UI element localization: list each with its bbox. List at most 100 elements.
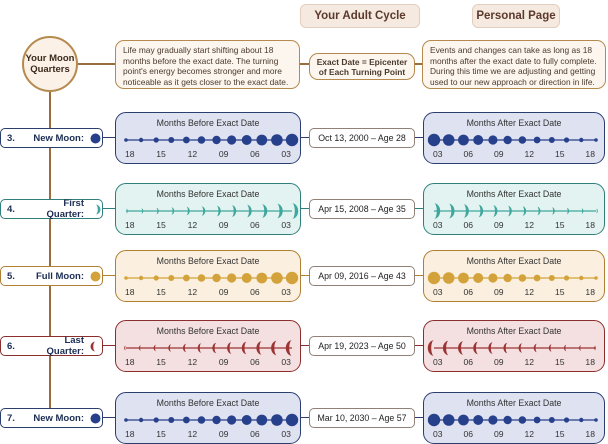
moon-marker: [458, 272, 469, 284]
exact-date-box: Mar 10, 2030 – Age 57: [309, 408, 415, 428]
moon-marker: [212, 273, 221, 283]
moon-marker: [548, 137, 555, 143]
tick-label: 15: [156, 149, 166, 159]
moon-marker: [548, 344, 552, 352]
moon-marker: [473, 135, 484, 145]
moon-marker: [227, 135, 237, 145]
quarter-name: New Moon:: [33, 412, 84, 424]
moon-marker: [458, 341, 464, 355]
months-before-panel: Months Before Exact Date 18 15 12 09 06 03: [115, 183, 301, 235]
first-quarter-moon-icon: [88, 204, 102, 215]
tick-label: 09: [218, 429, 229, 439]
moon-marker: [256, 134, 268, 146]
moon-marker: [212, 135, 221, 145]
moon-marker: [503, 415, 512, 425]
tick-label: 18: [125, 220, 135, 230]
moon-marker: [551, 207, 555, 215]
moon-marker: [241, 135, 252, 145]
moon-marker: [246, 204, 252, 218]
moon-marker: [594, 418, 598, 422]
moon-marker: [548, 417, 555, 423]
moon-marker: [285, 271, 299, 285]
moon-marker: [507, 205, 512, 217]
tick-label: 12: [187, 287, 198, 297]
panel-title: Months Before Exact Date: [156, 398, 260, 408]
moon-marker: [285, 340, 292, 356]
months-after-panel: Months After Exact Date 03 06 09 12 15 18: [423, 392, 605, 444]
moon-marker: [473, 341, 479, 355]
tick-label: 09: [493, 357, 504, 367]
moon-marker: [138, 345, 142, 351]
moon-marker: [138, 417, 144, 423]
tick-label: 03: [433, 429, 443, 439]
moon-marker: [256, 272, 268, 284]
months-before-panel: Months Before Exact Date 18 15 12 09 06 03: [115, 392, 301, 444]
moon-marker: [522, 206, 527, 216]
tick-label: 03: [433, 357, 443, 367]
months-after-panel: Months After Exact Date 03 06 09 12 15 18: [423, 112, 605, 164]
moon-marker: [427, 133, 441, 147]
moon-marker: [473, 273, 484, 283]
months-after-panel: Months After Exact Date 03 06 09 12 15 18: [423, 183, 605, 235]
moon-marker: [442, 414, 455, 426]
months-before-panel: Months Before Exact Date 18 15 12 09 06 03: [115, 112, 301, 164]
tab-personal-page[interactable]: Personal Page: [472, 4, 560, 28]
moon-marker: [285, 413, 299, 427]
moon-marker: [488, 415, 498, 425]
epicenter-note: Exact Date = Epicenter of Each Turning P…: [309, 53, 415, 80]
month-ticks: 03 06 09 12 15 18: [424, 357, 604, 367]
moon-marker: [503, 135, 512, 145]
moon-marker: [256, 414, 268, 426]
tick-label: 18: [585, 287, 595, 297]
months-after-panel: Months After Exact Date 03 06 09 12 15 18: [423, 320, 605, 372]
moon-marker: [518, 136, 527, 144]
moon-marker: [579, 137, 584, 143]
moon-marker: [138, 275, 144, 281]
tab-your-adult-cycle[interactable]: Your Adult Cycle: [300, 4, 420, 28]
moon-marker: [594, 345, 596, 351]
tick-label: 03: [281, 287, 291, 297]
exact-date-box: Apr 09, 2016 – Age 43: [309, 266, 415, 286]
moon-marker: [473, 415, 484, 425]
moon-marker: [442, 340, 449, 356]
tick-label: 06: [463, 357, 474, 367]
moon-marker: [427, 340, 434, 356]
moon-marker: [168, 417, 175, 423]
moon-marker: [581, 208, 584, 214]
months-before-panel: Months Before Exact Date 18 15 12 09 06 03: [115, 250, 301, 302]
moon-marker: [241, 415, 252, 425]
moon-marker: [442, 272, 455, 284]
tick-label: 09: [493, 287, 504, 297]
tick-label: 15: [554, 220, 565, 230]
new-moon-icon: [88, 133, 102, 144]
months-after-panel: Months After Exact Date 03 06 09 12 15 18: [423, 250, 605, 302]
moon-track: [434, 203, 598, 219]
panel-title: Months Before Exact Date: [156, 118, 260, 128]
moon-marker: [285, 133, 299, 147]
moon-marker: [126, 208, 128, 214]
moon-marker: [448, 203, 455, 219]
tick-label: 18: [125, 149, 135, 159]
moon-marker: [458, 414, 469, 426]
moon-marker: [518, 274, 527, 282]
moon-marker: [533, 416, 541, 424]
moon-track: [427, 133, 598, 147]
note-connector-left: [299, 63, 309, 65]
moon-track: [124, 413, 299, 427]
tick-label: 18: [585, 357, 595, 367]
moon-track: [427, 413, 598, 427]
month-ticks: 03 06 09 12 15 18: [424, 429, 604, 439]
moon-track: [126, 203, 299, 219]
moon-marker: [492, 205, 498, 217]
tick-label: 12: [187, 429, 198, 439]
moon-track: [124, 271, 299, 285]
moon-marker: [594, 138, 598, 142]
moon-marker: [537, 206, 541, 216]
month-ticks: 18 15 12 09 06 03: [116, 357, 300, 367]
moon-marker: [153, 417, 159, 423]
moon-marker: [201, 206, 206, 216]
moon-marker: [153, 137, 159, 143]
tick-label: 06: [463, 149, 474, 159]
moon-marker: [292, 203, 299, 219]
